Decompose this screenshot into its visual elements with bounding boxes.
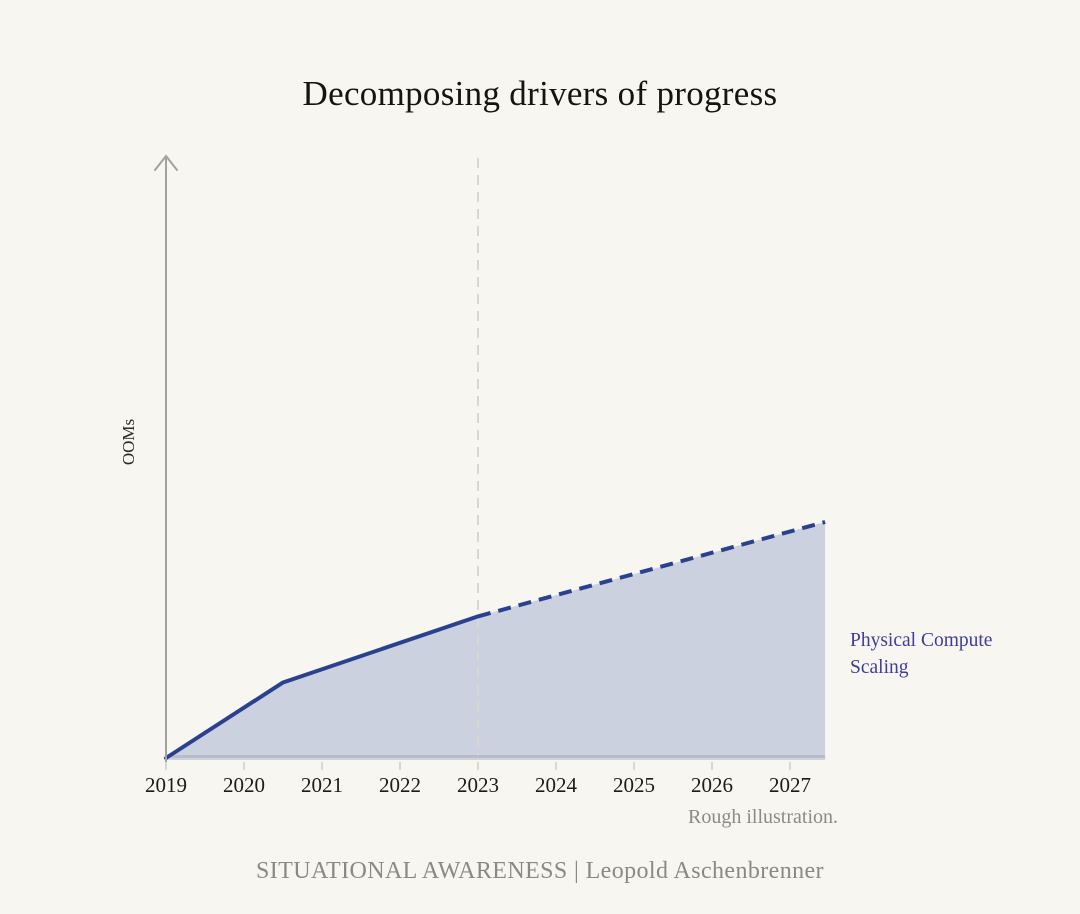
series-annotation-physical-compute-scaling: Physical Compute Scaling [850,630,993,678]
page-title: Decomposing drivers of progress [302,74,778,113]
y-axis-arrowhead [154,154,178,171]
compute-line-solid [164,614,480,760]
x-tick-label: 2022 [379,773,421,797]
rough-illustration-note: Rough illustration. [688,806,838,828]
x-tick-label: 2019 [145,773,187,797]
x-tick-label: 2021 [301,773,343,797]
page-footer: SITUATIONAL AWARENESS | Leopold Aschenbr… [256,858,824,884]
x-tick-label: 2023 [457,773,499,797]
x-tick-label: 2020 [223,773,265,797]
x-tick-label: 2024 [535,773,578,797]
x-tick-label: 2027 [769,773,811,797]
x-tick-label: 2025 [613,773,655,797]
x-tick-label: 2026 [691,773,733,797]
compute-area-fill [166,522,826,760]
y-axis-label: OOMs [119,418,138,466]
compute-line-dashed [477,520,826,619]
